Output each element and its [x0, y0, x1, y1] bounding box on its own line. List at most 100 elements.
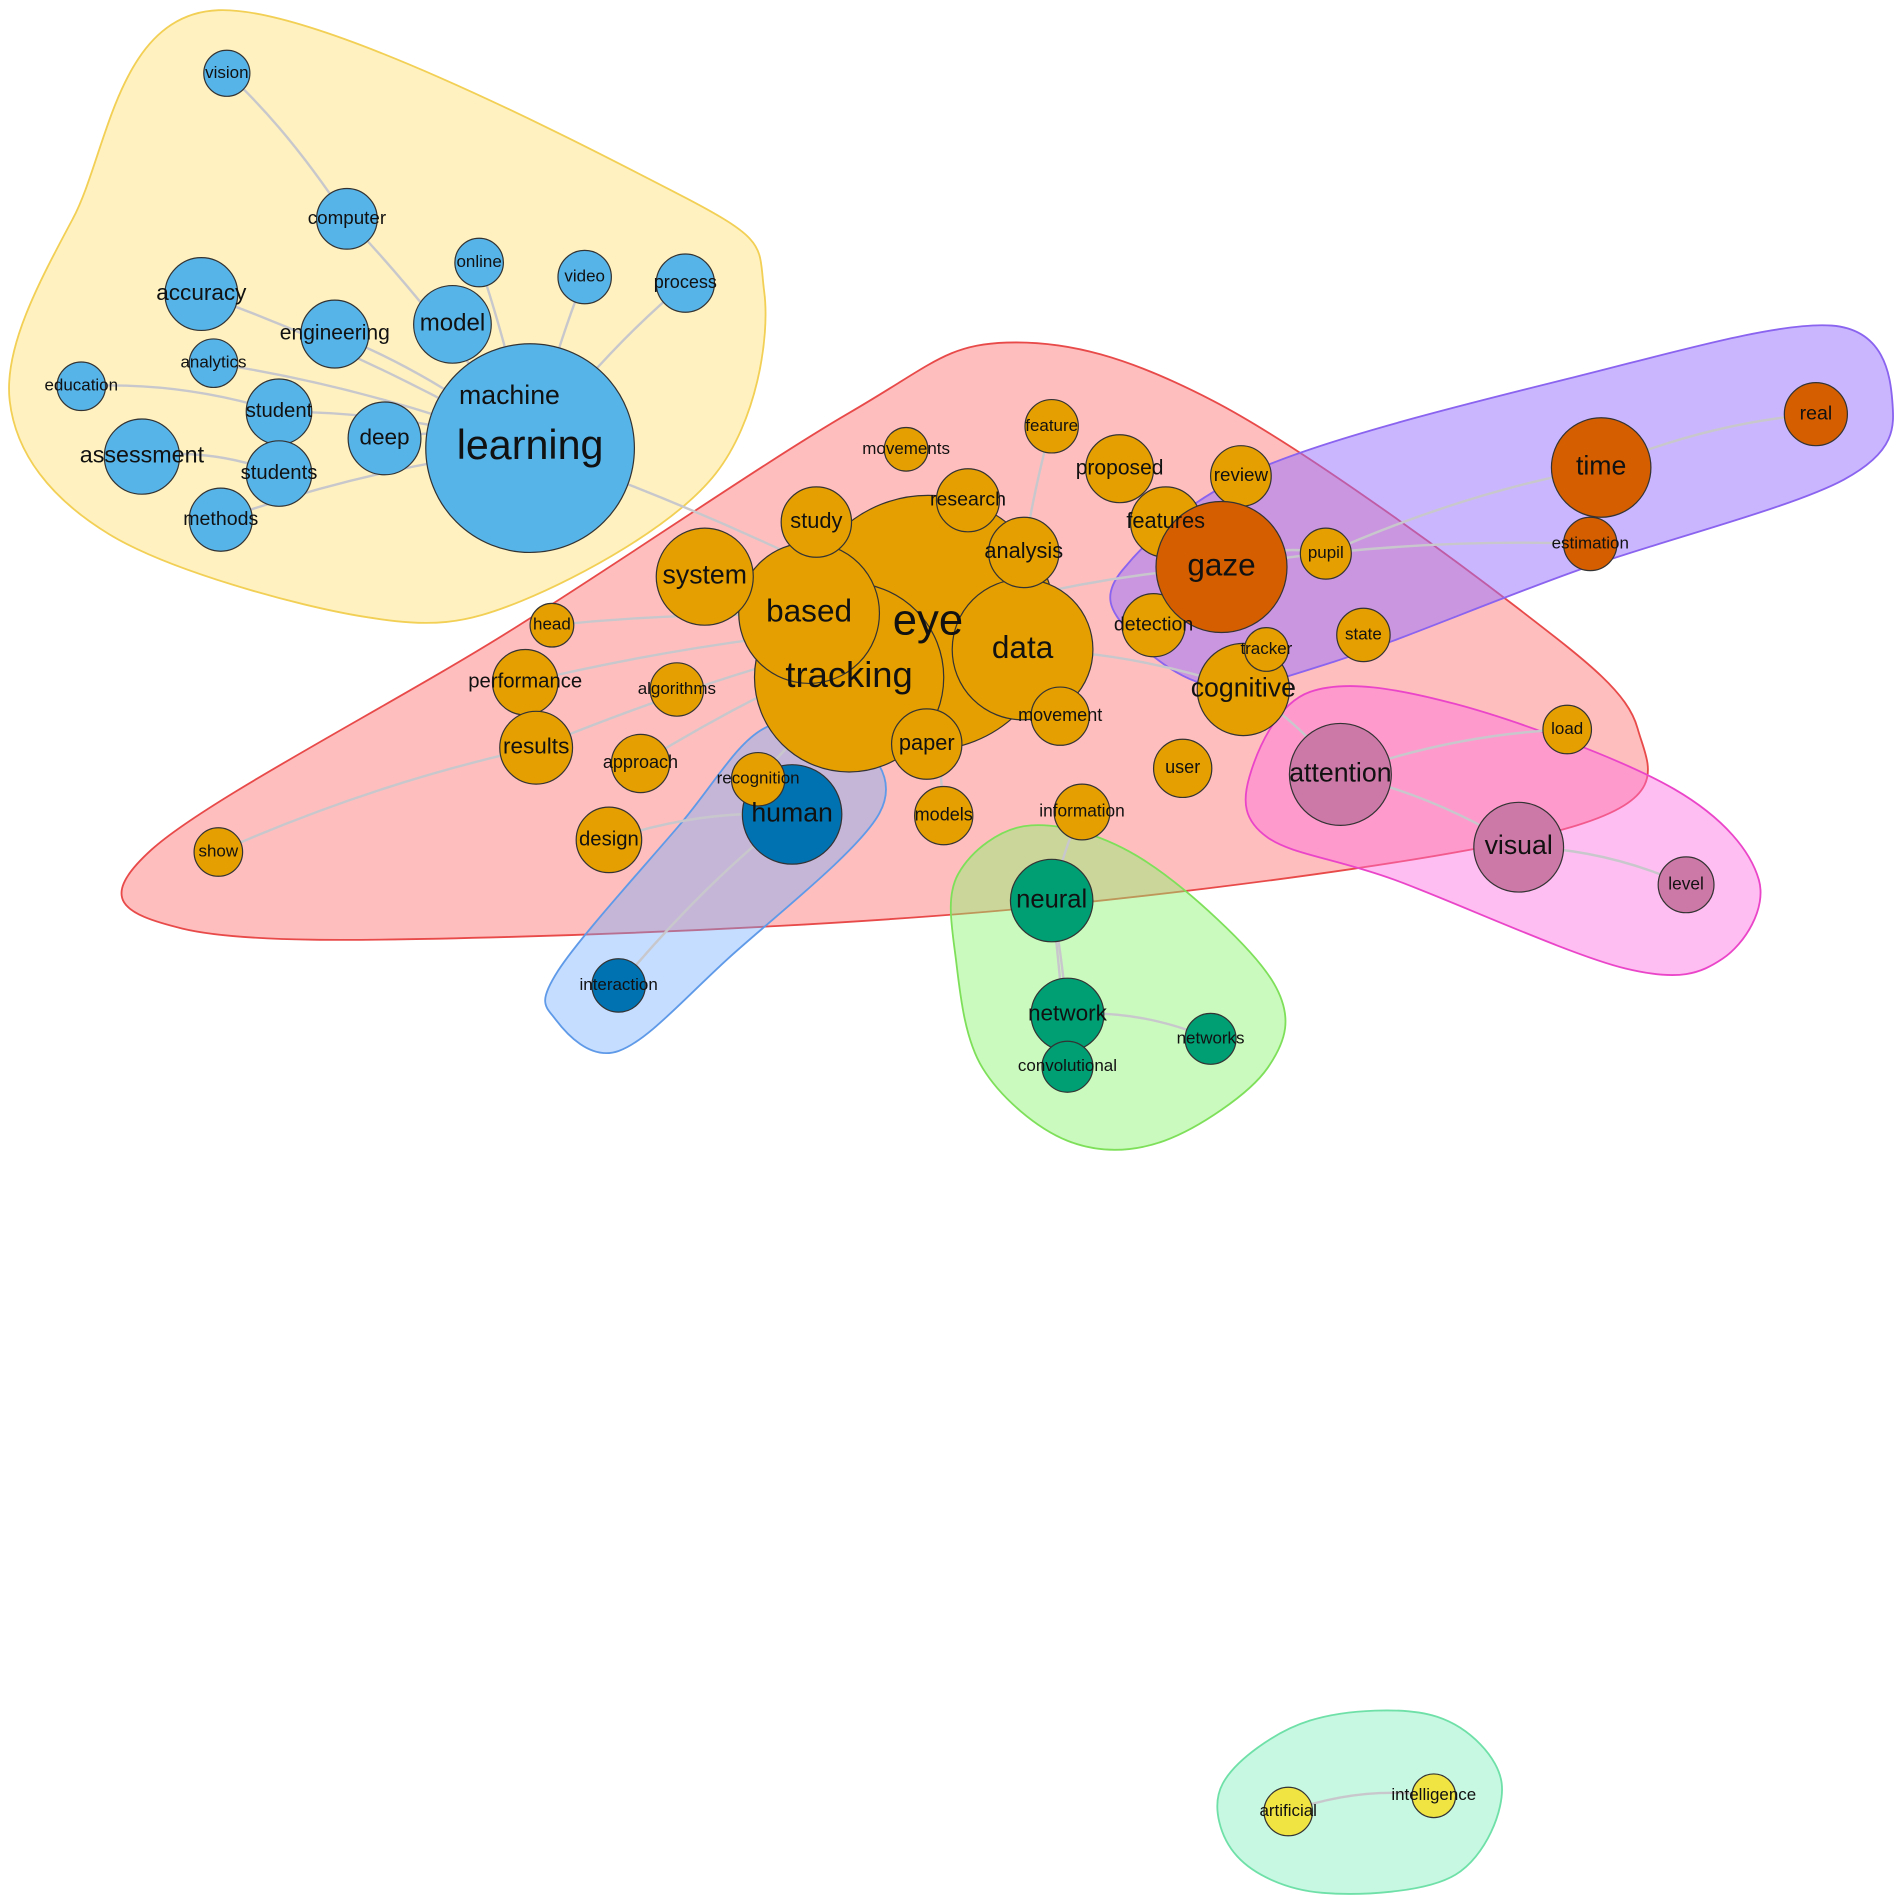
node	[780, 486, 853, 558]
node-label: movements	[862, 439, 950, 458]
node	[1152, 738, 1213, 799]
node-label: student	[246, 400, 313, 422]
node	[1542, 704, 1593, 755]
node-label: approach	[603, 752, 678, 772]
node-label: assessment	[80, 442, 205, 468]
node-label: user	[1165, 757, 1200, 777]
node-label: real	[1800, 402, 1833, 424]
node	[1657, 856, 1715, 914]
node	[610, 733, 671, 794]
node-label: methods	[183, 508, 258, 530]
node-label: estimation	[1552, 533, 1629, 552]
node-label: learning	[457, 422, 604, 468]
node-label: detection	[1114, 613, 1193, 635]
node	[1783, 381, 1849, 447]
node-label: show	[199, 842, 239, 861]
node	[56, 361, 107, 412]
nodes	[56, 49, 1849, 1837]
node-label: load	[1551, 719, 1583, 738]
node-label: vision	[205, 63, 248, 82]
node	[1053, 783, 1111, 841]
node	[1024, 398, 1079, 454]
node-label: machine	[459, 380, 560, 410]
node-label: time	[1576, 451, 1626, 481]
node	[890, 708, 963, 780]
node-labels: vision computer online video process accuracy…	[44, 63, 1832, 1820]
node-label: movement	[1018, 705, 1102, 725]
node-label: cognitive	[1191, 673, 1296, 703]
node	[1030, 686, 1090, 746]
node	[655, 253, 716, 313]
node	[347, 401, 422, 476]
node	[1184, 1012, 1237, 1065]
node	[188, 487, 253, 552]
node	[188, 338, 239, 389]
node	[935, 468, 1001, 533]
node-label: attention	[1289, 757, 1391, 787]
node-label: design	[579, 828, 639, 850]
node-label: neural	[1016, 885, 1087, 913]
node	[203, 49, 251, 97]
node-label: paper	[899, 730, 955, 755]
node	[164, 257, 239, 332]
node	[245, 440, 313, 507]
node	[413, 284, 492, 364]
node-label: system	[663, 560, 747, 590]
node-label: artificial	[1259, 1801, 1317, 1820]
node-label: analytics	[180, 353, 246, 372]
node-label: deep	[359, 424, 409, 449]
node-label: head	[533, 615, 571, 634]
node	[1288, 722, 1392, 826]
node	[193, 827, 244, 877]
node	[454, 237, 505, 288]
node-label: algorithms	[638, 679, 716, 698]
node-label: interaction	[579, 975, 657, 994]
node	[1411, 1773, 1457, 1819]
node-label: model	[420, 310, 486, 337]
node-label: online	[456, 252, 501, 271]
node	[575, 806, 643, 874]
node-label: eye	[893, 595, 963, 644]
node	[1243, 627, 1289, 672]
node-label: intelligence	[1391, 1785, 1476, 1804]
node	[1550, 417, 1652, 518]
cluster-hulls	[8, 9, 1894, 1895]
node-label: analysis	[984, 538, 1063, 563]
node-label: proposed	[1076, 456, 1164, 479]
node-label: models	[915, 804, 973, 824]
node-label: engineering	[280, 322, 390, 345]
node	[1009, 858, 1094, 943]
node	[103, 418, 181, 495]
node	[1155, 500, 1288, 634]
node-label: network	[1028, 1001, 1108, 1026]
node-label: pupil	[1308, 543, 1344, 562]
node-label: results	[503, 734, 569, 759]
node-label: gaze	[1187, 546, 1255, 582]
cluster-hull	[1216, 1709, 1503, 1895]
node	[883, 426, 929, 472]
node-label: convolutional	[1018, 1056, 1117, 1075]
node	[987, 516, 1060, 589]
node-label: data	[992, 629, 1054, 665]
node-label: human	[751, 797, 833, 827]
node	[315, 187, 378, 250]
node-label: research	[930, 488, 1006, 510]
node	[1085, 434, 1155, 504]
node	[1121, 593, 1186, 658]
node	[1562, 516, 1618, 572]
cluster-hull	[8, 9, 767, 624]
node-label: computer	[308, 207, 386, 228]
node	[655, 527, 754, 626]
node-label: tracker	[1240, 639, 1292, 658]
node	[499, 710, 574, 785]
node	[1299, 527, 1352, 580]
node-label: level	[1668, 873, 1704, 893]
node	[1041, 1040, 1094, 1093]
node-label: education	[44, 376, 118, 395]
node-label: students	[241, 462, 318, 484]
node-label: study	[790, 508, 842, 533]
node	[649, 662, 705, 717]
node	[914, 785, 974, 846]
